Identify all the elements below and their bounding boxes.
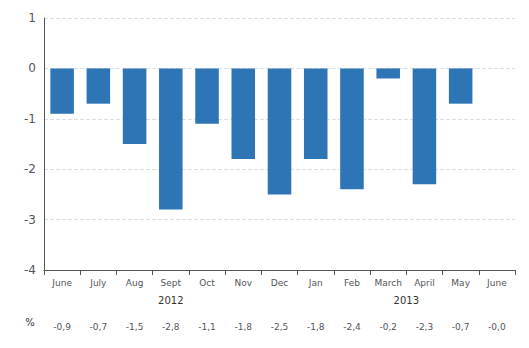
- svg-text:Dec: Dec: [271, 278, 288, 288]
- svg-text:%: %: [25, 317, 35, 328]
- svg-text:-2,5: -2,5: [271, 322, 289, 332]
- svg-text:-1,8: -1,8: [307, 322, 325, 332]
- svg-text:-0,2: -0,2: [379, 322, 397, 332]
- svg-text:-2,3: -2,3: [416, 322, 434, 332]
- svg-text:July: July: [89, 278, 107, 288]
- svg-text:-2,4: -2,4: [343, 322, 361, 332]
- svg-text:-2,8: -2,8: [162, 322, 180, 332]
- svg-text:Sept: Sept: [161, 278, 182, 288]
- svg-text:-1: -1: [24, 112, 36, 126]
- svg-text:-0,7: -0,7: [90, 322, 108, 332]
- svg-text:March: March: [374, 278, 401, 288]
- svg-text:-1,8: -1,8: [234, 322, 252, 332]
- svg-text:0: 0: [28, 61, 36, 75]
- svg-text:Oct: Oct: [199, 278, 215, 288]
- svg-text:-0,7: -0,7: [452, 322, 470, 332]
- svg-text:2013: 2013: [394, 295, 419, 306]
- svg-text:Aug: Aug: [126, 278, 144, 288]
- svg-text:-0,9: -0,9: [53, 322, 71, 332]
- svg-text:May: May: [451, 278, 470, 288]
- svg-text:-3: -3: [24, 213, 36, 227]
- svg-text:April: April: [414, 278, 435, 288]
- svg-text:1: 1: [28, 11, 36, 25]
- svg-text:Jan: Jan: [308, 278, 323, 288]
- svg-text:June: June: [51, 278, 72, 288]
- svg-text:-0,0: -0,0: [488, 322, 506, 332]
- svg-text:Feb: Feb: [344, 278, 360, 288]
- svg-text:-1,5: -1,5: [126, 322, 144, 332]
- svg-text:June: June: [486, 278, 507, 288]
- svg-text:2012: 2012: [158, 295, 183, 306]
- svg-text:-1,1: -1,1: [198, 322, 216, 332]
- svg-text:-4: -4: [24, 263, 36, 277]
- svg-text:Nov: Nov: [234, 278, 252, 288]
- svg-text:-2: -2: [24, 162, 36, 176]
